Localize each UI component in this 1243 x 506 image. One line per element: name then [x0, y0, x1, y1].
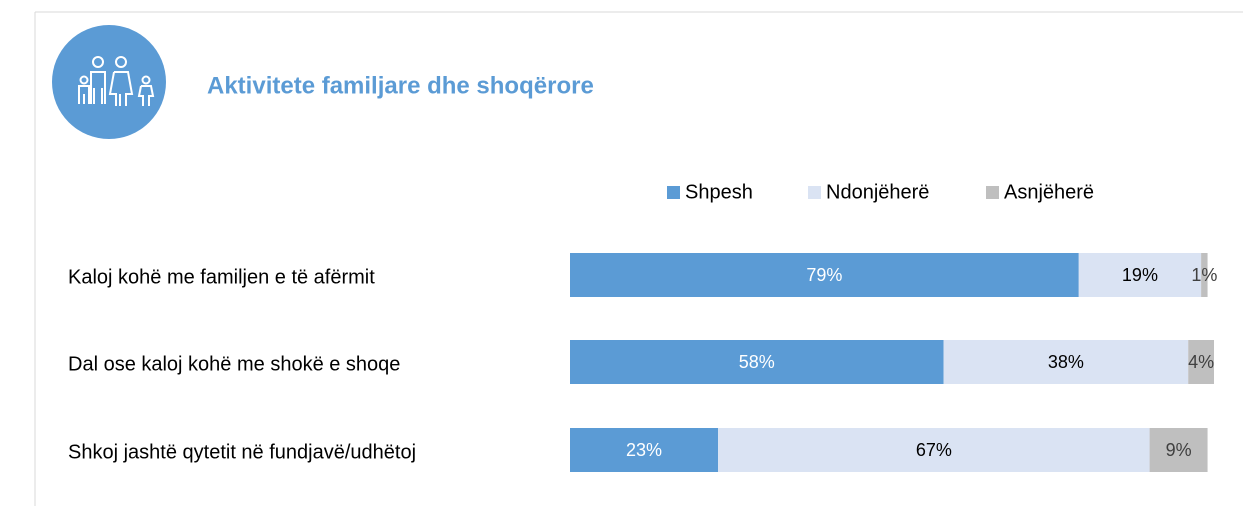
legend-label: Asnjëherë — [1004, 181, 1094, 203]
legend-swatch — [808, 186, 821, 199]
value-label: 67% — [916, 440, 952, 460]
value-label: 1% — [1191, 265, 1217, 285]
bar-segment — [570, 340, 944, 384]
category-label: Dal ose kaloj kohë me shokë e shoqe — [68, 353, 400, 375]
bar-segment — [570, 253, 1079, 297]
bar-segment — [1188, 340, 1214, 384]
category-label: Shkoj jashtë qytetit në fundjavë/udhëtoj — [68, 441, 416, 463]
bar-segment — [570, 428, 719, 472]
value-label: 23% — [626, 440, 662, 460]
value-label: 9% — [1166, 440, 1192, 460]
family-icon — [52, 25, 166, 139]
value-label: 19% — [1122, 265, 1158, 285]
category-label: Kaloj kohë me familjen e të afërmit — [68, 266, 375, 288]
legend-swatch — [986, 186, 999, 199]
chart-title: Aktivitete familjare dhe shoqërore — [207, 72, 594, 99]
value-label: 38% — [1048, 352, 1084, 372]
bar-segment — [1201, 253, 1208, 297]
legend-label: Ndonjëherë — [826, 181, 929, 203]
legend-swatch — [667, 186, 680, 199]
value-label: 4% — [1188, 352, 1214, 372]
value-label: 79% — [806, 265, 842, 285]
bar-segment — [1149, 428, 1208, 472]
bar-segment — [718, 428, 1150, 472]
value-label: 58% — [739, 352, 775, 372]
bar-segment — [943, 340, 1189, 384]
legend-label: Shpesh — [685, 181, 753, 203]
bar-segment — [1078, 253, 1202, 297]
